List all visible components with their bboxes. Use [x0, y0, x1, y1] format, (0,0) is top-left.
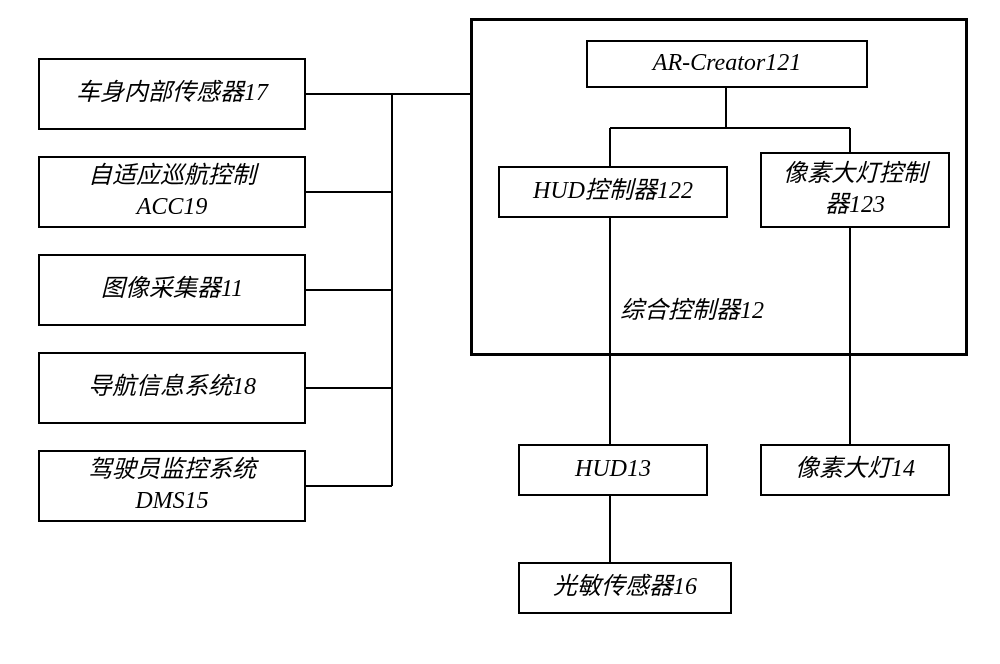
box-sensor17: 车身内部传感器17: [38, 58, 306, 130]
label-hud13: HUD13: [575, 454, 651, 485]
label-sensor17: 车身内部传感器17: [76, 78, 268, 109]
box-light-sensor: 光敏传感器16: [518, 562, 732, 614]
box-nav18: 导航信息系统18: [38, 352, 306, 424]
label-ar-creator: AR-Creator121: [653, 48, 801, 79]
box-image11: 图像采集器11: [38, 254, 306, 326]
box-pixel-controller: 像素大灯控制 器123: [760, 152, 950, 228]
box-hud13: HUD13: [518, 444, 708, 496]
label-dms15: 驾驶员监控系统 DMS15: [88, 455, 256, 517]
label-pixel-controller: 像素大灯控制 器123: [783, 159, 927, 221]
box-ar-creator: AR-Creator121: [586, 40, 868, 88]
box-dms15: 驾驶员监控系统 DMS15: [38, 450, 306, 522]
label-pixel14: 像素大灯14: [795, 454, 915, 485]
label-acc19: 自适应巡航控制 ACC19: [88, 161, 256, 223]
box-acc19: 自适应巡航控制 ACC19: [38, 156, 306, 228]
label-light-sensor: 光敏传感器16: [553, 572, 697, 603]
controller-container-label: 综合控制器12: [620, 290, 764, 325]
label-nav18: 导航信息系统18: [88, 372, 256, 403]
box-pixel14: 像素大灯14: [760, 444, 950, 496]
label-hud-controller: HUD控制器122: [533, 176, 693, 207]
box-hud-controller: HUD控制器122: [498, 166, 728, 218]
label-image11: 图像采集器11: [101, 274, 243, 305]
